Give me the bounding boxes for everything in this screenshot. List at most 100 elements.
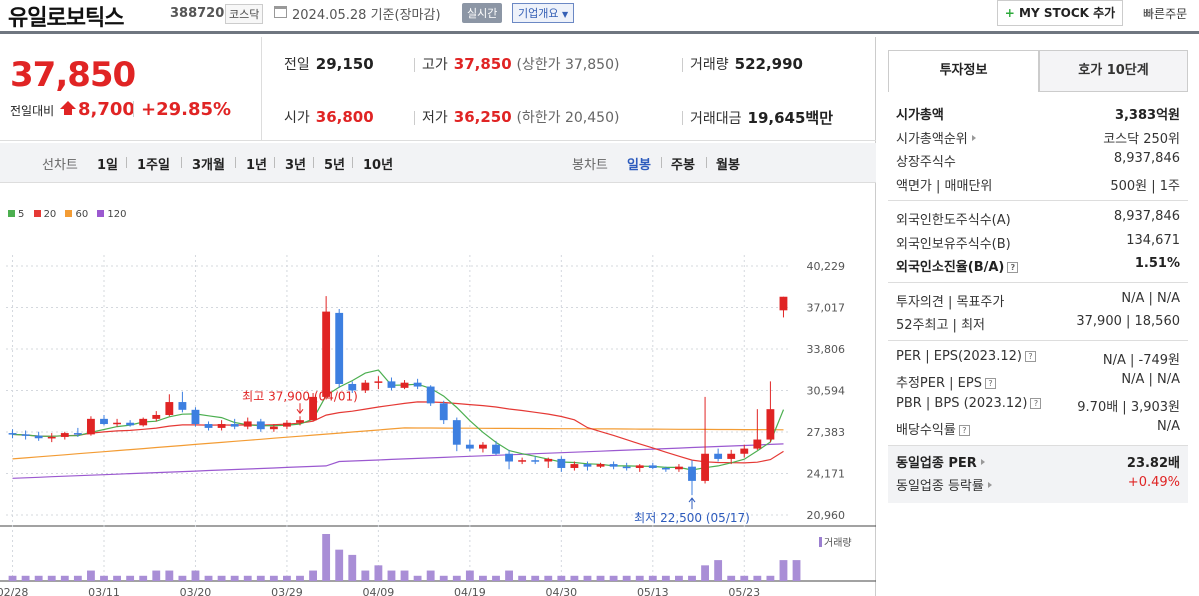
volume-bar	[34, 575, 43, 581]
candlestick-chart[interactable]: 40,229 37,017 33,806 30,594 27,383 24,171 20,9…	[0, 215, 876, 596]
volume-bar	[596, 575, 605, 581]
x-tick-label: 04/09	[363, 586, 395, 596]
period-5y[interactable]: 5년	[324, 158, 346, 173]
change-label: 전일대비	[10, 104, 55, 118]
volume-bar	[740, 575, 749, 581]
info-row: 외국인한도주식수(A) 8,937,846	[888, 207, 1188, 231]
candle-body	[113, 422, 121, 425]
low-annotation: 최저 22,500 (05/17)	[634, 511, 750, 525]
candle-body	[217, 424, 226, 428]
add-mystock-button[interactable]: + MY STOCK 추가	[997, 0, 1123, 26]
info-row: PER | EPS(2023.12)? N/A | -749원	[888, 347, 1188, 371]
candle-weekly[interactable]: 주봉	[671, 158, 695, 173]
volume-bar	[322, 534, 331, 581]
volume-bar	[635, 575, 644, 581]
period-3m[interactable]: 3개월	[192, 158, 225, 173]
stat-value: 36,250	[453, 108, 512, 126]
volume-bar	[452, 575, 461, 581]
candle-body	[635, 465, 644, 468]
candle-body	[309, 396, 317, 421]
info-key: PER | EPS(2023.12)?	[896, 349, 1036, 364]
ma-legend: 5 20 60 120	[8, 209, 133, 220]
volume-bar	[661, 575, 670, 581]
stat-unit: 백만	[805, 109, 834, 127]
volume-bar	[753, 575, 762, 581]
volume-bar	[230, 575, 239, 581]
volume-legend-label: 거래량	[824, 537, 852, 549]
candle-body	[557, 458, 566, 468]
info-value: 9.70배 | 3,903원	[1077, 399, 1180, 415]
info-row: 추정PER | EPS? N/A | N/A	[888, 370, 1188, 394]
candle-body	[426, 386, 435, 404]
divider	[352, 157, 353, 168]
candle-body	[740, 448, 749, 454]
candle-daily[interactable]: 일봉	[627, 158, 651, 173]
tab-orderbook[interactable]: 호가 10단계	[1039, 50, 1188, 92]
candle-body	[688, 466, 696, 481]
volume-bar	[204, 575, 213, 581]
candle-monthly[interactable]: 월봉	[716, 158, 740, 173]
volume-bar	[505, 570, 513, 581]
period-1w[interactable]: 1주일	[137, 158, 170, 173]
quick-order-link[interactable]: 빠른주문	[1143, 7, 1188, 21]
chevron-right-icon	[980, 458, 985, 465]
candle-body	[73, 433, 82, 435]
volume-bar	[766, 575, 775, 581]
info-key[interactable]: 시가총액순위	[896, 128, 976, 147]
info-value: 3,383억원	[1114, 108, 1180, 123]
candle-body	[779, 296, 788, 311]
volume-bar	[361, 570, 370, 581]
period-1y[interactable]: 1년	[246, 158, 268, 173]
candle-body	[661, 467, 670, 470]
realtime-button[interactable]: 실시간	[462, 3, 503, 23]
candle-body	[178, 402, 187, 410]
info-row: 상장주식수 8,937,846	[888, 149, 1188, 173]
volume-bar	[583, 575, 592, 581]
ma20-line	[12, 401, 784, 464]
divider	[181, 157, 182, 168]
info-key[interactable]: 동일업종 등락률	[896, 475, 992, 494]
volume-bar	[622, 575, 631, 581]
help-icon[interactable]: ?	[984, 378, 996, 389]
volume-bar	[413, 575, 422, 581]
info-value: 134,671	[1126, 232, 1180, 248]
help-icon[interactable]: ?	[958, 425, 970, 436]
candle-body	[348, 383, 357, 391]
volume-bar	[73, 575, 82, 581]
info-row: 52주최고 | 최저 37,900 | 18,560	[888, 312, 1188, 336]
up-arrow-icon-base	[64, 109, 72, 115]
stat-label: 거래대금	[690, 111, 742, 127]
info-row: 배당수익률? N/A	[888, 417, 1188, 441]
info-value: N/A | N/A	[1121, 290, 1180, 306]
info-value: 500원 | 1주	[1110, 178, 1180, 194]
period-1d[interactable]: 1일	[97, 158, 119, 173]
tab-investment-info[interactable]: 투자정보	[888, 50, 1039, 92]
candle-body	[492, 444, 500, 454]
candle-body	[479, 444, 487, 449]
add-mystock-label: MY STOCK 추가	[1019, 6, 1116, 20]
volume-bar	[465, 570, 474, 581]
candle-body	[505, 453, 513, 462]
volume-bar	[178, 575, 187, 581]
period-3y[interactable]: 3년	[285, 158, 307, 173]
legend-swatch	[33, 210, 41, 217]
volume-bar	[779, 560, 788, 581]
candle-body	[283, 422, 291, 427]
company-info-button[interactable]: 기업개요 ▼	[512, 3, 575, 23]
volume-bar	[688, 575, 696, 581]
stock-code: 388720	[170, 6, 225, 21]
stat-label: 전일	[284, 57, 310, 73]
info-value: N/A | -749원	[1102, 352, 1180, 368]
candle-body	[296, 420, 304, 423]
candle-body	[34, 435, 43, 439]
help-icon[interactable]: ?	[1007, 262, 1019, 273]
help-icon[interactable]: ?	[1024, 350, 1036, 362]
y-tick-label: 33,806	[807, 343, 846, 356]
date-text: 2024.05.28 기준(장마감)	[292, 4, 441, 23]
x-tick-label: 05/13	[637, 586, 669, 596]
info-row: 시가총액순위 코스닥 250위	[888, 126, 1188, 150]
help-icon[interactable]: ?	[1030, 397, 1042, 409]
period-10y[interactable]: 10년	[363, 158, 394, 173]
candle-body	[465, 444, 474, 449]
info-key[interactable]: 동일업종 PER	[896, 452, 985, 471]
